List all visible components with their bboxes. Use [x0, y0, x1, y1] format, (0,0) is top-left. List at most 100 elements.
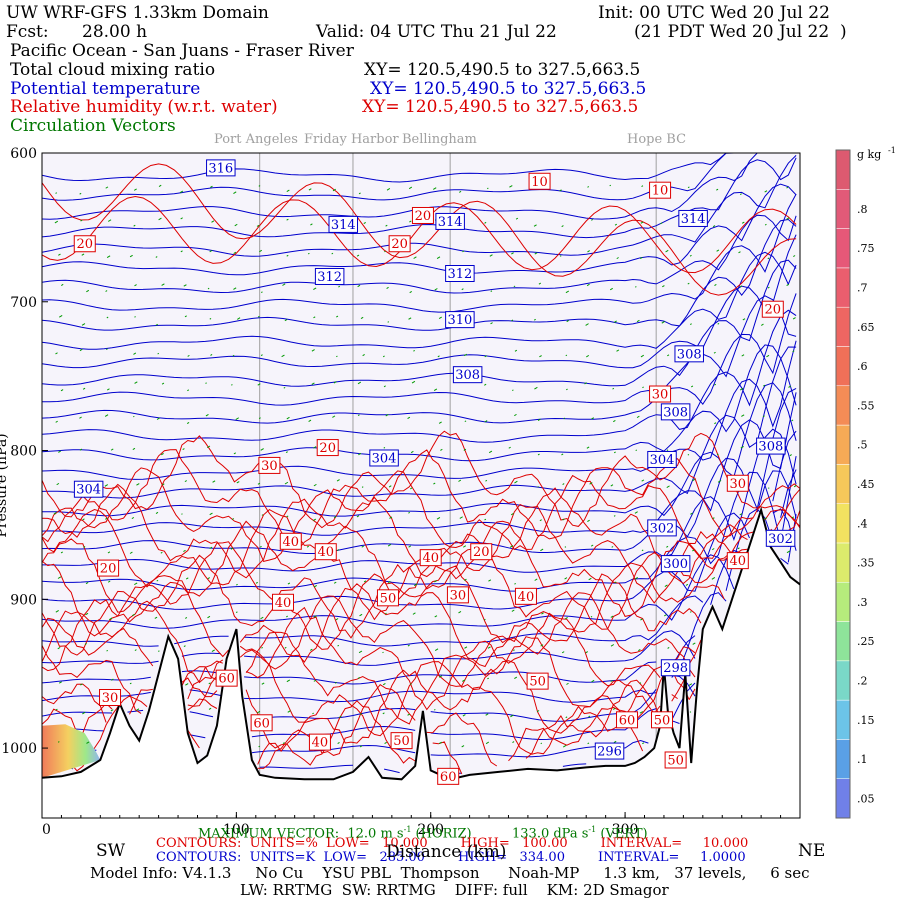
vector-arrow: [440, 448, 443, 451]
colorbar-segment: [835, 346, 851, 387]
rh-label: 40: [272, 593, 295, 611]
vector-arrow: [359, 745, 363, 748]
colorbar-segment: [835, 267, 851, 308]
vector-arrow: [337, 549, 340, 551]
vector-arrow: [614, 223, 618, 226]
vector-arrow: [232, 354, 235, 357]
vector-arrow: [261, 682, 265, 685]
rh-labels: 10 10 20 20 20 20 20 20 20 30 30 30 30 30 40 40 40 40 40 40…: [73, 172, 784, 785]
colorbar-label: .5: [857, 439, 868, 452]
vector-arrow: [740, 446, 744, 449]
vector-arrow: [408, 186, 413, 190]
colorbar-label: .8: [857, 203, 868, 216]
vector-arrow: [357, 284, 361, 288]
vector-arrow: [786, 283, 790, 287]
vector-arrow: [665, 249, 669, 253]
vector-arrow: [538, 282, 541, 285]
rh-label-box: [664, 751, 687, 769]
vector-arrow: [763, 384, 766, 387]
theta-label-text: 304: [76, 483, 101, 498]
x-tick-label: 0: [42, 822, 51, 838]
rh-label: 50: [664, 751, 687, 769]
rh-label-text: 50: [380, 591, 397, 606]
rh-label-box: [73, 235, 96, 253]
theta-contour: [41, 218, 797, 331]
vector-arrow: [462, 714, 466, 717]
theta-label: 304: [369, 449, 399, 467]
theta-label: 314: [328, 215, 359, 233]
vector-arrow: [463, 545, 467, 548]
theta-label-text: 314: [331, 218, 356, 233]
vector-arrow: [562, 483, 565, 485]
max-vector-vert-exponent: -1: [588, 825, 597, 834]
theta-label-text: 308: [758, 440, 783, 455]
rh-label-text: 40: [518, 590, 535, 605]
vector-arrow: [789, 454, 792, 457]
vector-arrow: [536, 710, 540, 713]
vector-arrow: [587, 250, 590, 253]
vector-arrow: [540, 548, 544, 552]
vector-arrow: [333, 516, 337, 519]
vector-arrow: [511, 252, 514, 255]
vector-arrow: [84, 643, 87, 645]
vector-arrow: [82, 518, 85, 521]
vector-arrow: [436, 256, 441, 259]
vector-arrow: [136, 483, 140, 486]
vector-arrow: [334, 681, 337, 684]
region-title: Pacific Ocean - San Juans - Fraser River: [10, 41, 354, 61]
vector-arrow: [434, 615, 438, 618]
colorbar-label: .2: [857, 674, 868, 687]
rh-label-box: [390, 732, 413, 750]
rh-label-text: 10: [652, 184, 669, 199]
theta-label-box: [678, 209, 708, 227]
vector-arrow: [613, 420, 616, 423]
vector-arrow: [308, 419, 312, 422]
vector-arrow: [614, 581, 617, 584]
vector-arrow: [488, 579, 492, 582]
vector-arrow: [616, 349, 620, 352]
vector-arrow: [161, 283, 165, 286]
var-theta-title: Potential temperature: [10, 79, 201, 99]
colorbar-segment: [835, 778, 851, 819]
vector-arrow: [408, 545, 412, 548]
y-tick-label: 900: [10, 592, 37, 608]
rh-label-box: [726, 474, 749, 492]
vector-arrow: [514, 349, 518, 352]
vector-arrow: [105, 517, 108, 520]
vector-arrow: [132, 447, 136, 451]
rh-label-text: 40: [422, 551, 439, 566]
rh-label-box: [528, 172, 551, 190]
vector-arrow: [180, 250, 183, 253]
vector-arrow: [741, 414, 745, 417]
vector-arrow: [359, 713, 362, 715]
vector-arrow: [133, 224, 136, 227]
vector-arrow: [134, 316, 136, 318]
vector-arrow: [462, 679, 466, 682]
vector-arrow: [106, 649, 109, 652]
vector-arrow: [711, 577, 716, 580]
vector-arrow: [313, 584, 317, 588]
rh-label-box: [616, 711, 639, 729]
vector-arrow: [714, 422, 717, 425]
rh-label: 40: [308, 733, 331, 751]
rh-label: 30: [446, 586, 469, 604]
rh-contour: [41, 541, 742, 639]
vector-arrow: [384, 612, 387, 615]
rh-label-text: 50: [667, 753, 684, 768]
theta-label-text: 298: [663, 661, 688, 676]
contours-theta-info: CONTOURS: UNITS=K LOW= 285.00 HIGH= 334.…: [156, 850, 746, 865]
vector-arrow: [559, 189, 562, 192]
colorbar-frame: [835, 149, 851, 819]
rh-label-box: [649, 385, 672, 403]
colorbar-label: .7: [857, 282, 868, 295]
colorbar: .8 .75 .7 .65 .6 .55 .5 .45 .4 .35 .3 .25 .2 .15 .1 .05…: [835, 146, 896, 819]
vector-arrow: [764, 223, 767, 226]
vector-arrow: [663, 614, 667, 617]
x-tick-label: 300: [612, 822, 639, 838]
vector-arrow: [590, 544, 594, 547]
theta-label: 300: [660, 555, 691, 573]
vector-arrow: [737, 547, 740, 550]
vector-arrow: [363, 221, 366, 224]
vector-arrow: [57, 741, 60, 743]
vector-arrow: [233, 251, 237, 254]
